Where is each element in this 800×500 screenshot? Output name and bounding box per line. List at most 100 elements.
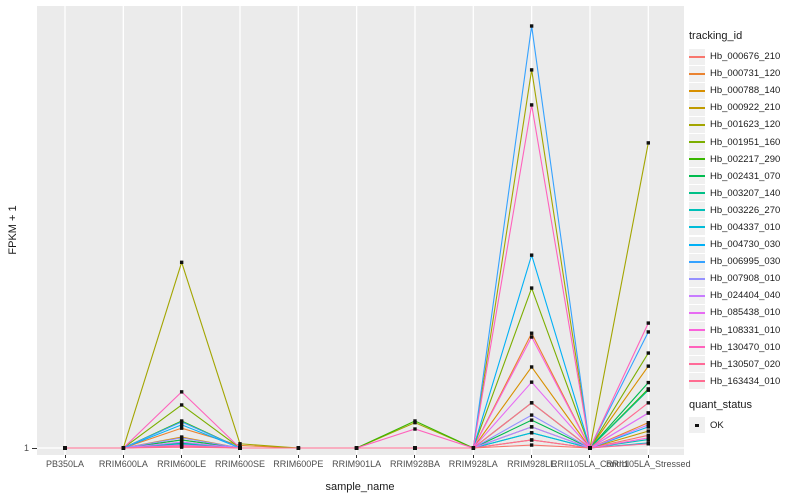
legend-key-box (689, 134, 705, 151)
x-tick-label-PB350LA: PB350LA (45, 459, 85, 469)
data-point (471, 446, 476, 450)
legend-line-swatch (689, 311, 705, 314)
data-point (179, 426, 184, 430)
legend-key-box (689, 151, 705, 168)
data-point (646, 364, 650, 368)
x-tick-mark (356, 455, 358, 458)
plot-canvas (37, 6, 684, 455)
data-point (179, 438, 184, 442)
x-tick-mark (414, 455, 416, 458)
legend-entry-label: Hb_003207_140 (710, 187, 781, 199)
data-point (238, 442, 242, 446)
legend-entry-Hb_001623_120: Hb_001623_120 (689, 116, 799, 133)
data-point (646, 330, 650, 334)
legend-entry-label: Hb_003226_270 (710, 204, 781, 216)
legend-entry-label: OK (710, 419, 724, 431)
legend-entry-Hb_000922_210: Hb_000922_210 (689, 99, 799, 116)
data-point (529, 331, 534, 335)
legend-key-box (689, 236, 705, 253)
legend-entry-label: Hb_000788_140 (710, 85, 781, 97)
legend-entry-Hb_108331_010: Hb_108331_010 (689, 322, 799, 339)
legend-entry-Hb_000676_210: Hb_000676_210 (689, 48, 799, 65)
x-tick-label-RRIM600SE: RRIM600SE (214, 459, 265, 469)
legend-entry-label: Hb_007908_010 (710, 273, 781, 285)
data-point (588, 446, 592, 450)
legend-entry-Hb_024404_040: Hb_024404_040 (689, 287, 799, 304)
data-point (179, 445, 184, 449)
plot-panel (37, 6, 684, 455)
x-tick-label-RRIM600LE: RRIM600LE (157, 459, 207, 469)
x-tick-mark (647, 455, 649, 458)
x-tick-mark (122, 455, 124, 458)
legend-entry-Hb_000788_140: Hb_000788_140 (689, 82, 799, 99)
legend-entry-label: Hb_004730_030 (710, 239, 781, 251)
legend-entry-Hb_000731_120: Hb_000731_120 (689, 65, 799, 82)
data-point (646, 141, 650, 145)
legend-line-swatch (689, 277, 705, 280)
data-point (413, 446, 417, 450)
legend-title-tracking-id: tracking_id (689, 30, 743, 42)
legend-line-swatch (689, 106, 705, 109)
legend-entry-Hb_007908_010: Hb_007908_010 (689, 270, 799, 287)
legend-entry-label: Hb_108331_010 (710, 324, 781, 336)
legend: tracking_id Hb_000676_210 Hb_000731_120 Hb… (689, 30, 799, 434)
data-point (179, 420, 184, 424)
legend-key-box (689, 116, 705, 133)
legend-entry-label: Hb_004337_010 (710, 221, 781, 233)
data-point (413, 419, 417, 423)
data-point (179, 423, 184, 427)
y-tick-label: 1 (23, 442, 29, 453)
x-tick-mark (181, 455, 183, 458)
legend-key-box (689, 322, 705, 339)
data-point (529, 335, 534, 339)
data-point (646, 436, 650, 440)
legend-entry-label: Hb_002431_070 (710, 170, 781, 182)
data-point (646, 433, 650, 438)
legend-entry-label: Hb_000676_210 (710, 51, 781, 63)
x-tick-mark (531, 455, 533, 458)
legend-entry-Hb_085438_010: Hb_085438_010 (689, 304, 799, 321)
legend-line-swatch (689, 226, 705, 229)
legend-key-box (689, 270, 705, 287)
legend-key-box (689, 287, 705, 304)
legend-key-box (689, 99, 705, 116)
legend-key-box (689, 65, 705, 82)
legend-entry-label: Hb_006995_030 (710, 256, 781, 268)
x-tick-mark (472, 455, 474, 458)
legend-line-swatch (689, 123, 705, 126)
data-point (646, 423, 650, 427)
data-point (529, 24, 534, 28)
legend-entry-Hb_130507_020: Hb_130507_020 (689, 356, 799, 373)
legend-line-swatch (689, 260, 705, 263)
x-tick-label-RRII105LA_Control: RRII105LA_Control (550, 459, 629, 469)
legend-line-swatch (689, 329, 705, 332)
legend-entry-label: Hb_001623_120 (710, 119, 781, 131)
data-point (529, 443, 534, 447)
legend-line-swatch (689, 209, 705, 212)
legend-entry-Hb_006995_030: Hb_006995_030 (689, 253, 799, 270)
x-tick-label-RRIM928LE: RRIM928LE (507, 459, 557, 469)
legend-key-box (689, 304, 705, 321)
data-point (646, 420, 650, 425)
x-tick-label-RRII105LA_Stressed: RRII105LA_Stressed (606, 459, 691, 469)
legend-key-box (689, 417, 705, 434)
data-point (529, 413, 534, 417)
data-point (296, 446, 301, 450)
legend-key-box (689, 373, 705, 390)
legend-line-swatch (689, 294, 705, 297)
data-point (646, 388, 650, 392)
legend-line-swatch (689, 192, 705, 195)
legend-line-swatch (689, 346, 705, 349)
data-point (179, 436, 184, 440)
legend-entry-label: Hb_000922_210 (710, 102, 781, 114)
data-point (646, 351, 650, 355)
legend-key-box (689, 48, 705, 65)
ok-point-icon (695, 423, 699, 428)
data-point (179, 390, 184, 394)
legend-entry-label: Hb_000731_120 (710, 68, 781, 80)
data-point (179, 403, 184, 407)
x-tick-label-RRIM600LA: RRIM600LA (98, 459, 148, 469)
legend-entry-quant-ok: OK (689, 417, 799, 434)
data-point (179, 440, 184, 444)
